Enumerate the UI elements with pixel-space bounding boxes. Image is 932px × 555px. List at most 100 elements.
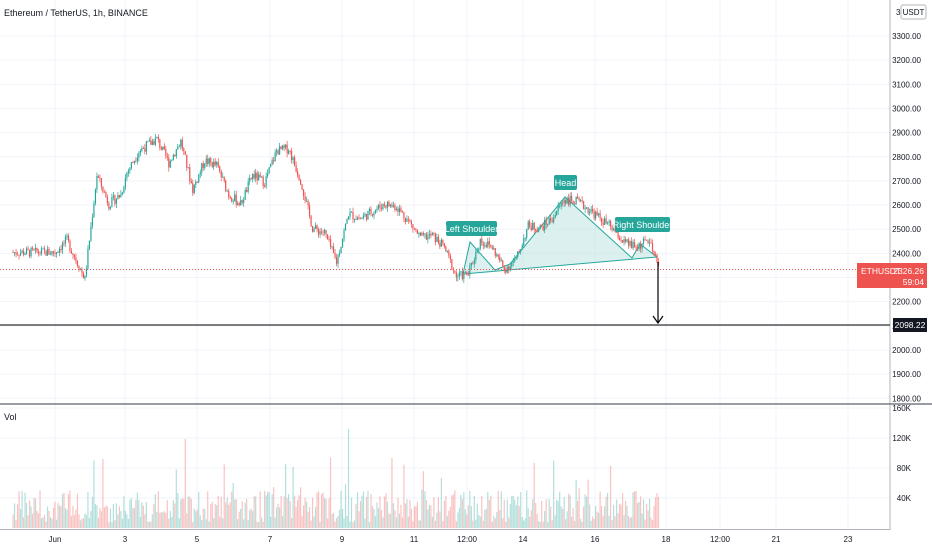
candle-body xyxy=(308,205,311,216)
volume-bar xyxy=(326,518,329,528)
candle-body xyxy=(148,140,150,142)
volume-bar xyxy=(132,507,134,528)
volume-bar xyxy=(174,503,176,528)
right-shoulder-label[interactable]: Right Shoulder xyxy=(613,217,673,232)
candle-body xyxy=(48,249,50,255)
volume-bar xyxy=(581,521,583,528)
target-price-badge[interactable]: 2098.22 xyxy=(893,318,927,332)
candle-body xyxy=(93,203,95,218)
candle-body xyxy=(219,166,221,172)
candle-body xyxy=(211,162,213,167)
volume-bar xyxy=(388,513,390,528)
candle-body xyxy=(533,222,535,230)
candle-body xyxy=(407,218,410,220)
time-axis[interactable]: Jun 3 5 7 9 11 12:00 14 16 18 12:00 21 23 xyxy=(49,535,853,544)
volume-bar xyxy=(478,514,480,528)
volume-bar xyxy=(24,492,26,528)
candle-body xyxy=(85,268,88,276)
candle-body xyxy=(449,255,451,260)
volume-bar xyxy=(344,484,347,528)
volume-bar xyxy=(135,499,137,528)
left-shoulder-label[interactable]: Left Shoulder xyxy=(445,221,499,236)
candle-body xyxy=(313,228,315,232)
volume-bar xyxy=(201,520,203,528)
volume-bar xyxy=(319,521,321,528)
volume-axis[interactable]: 160K 120K 80K 40K xyxy=(892,404,911,503)
time-tick-label: 12:00 xyxy=(710,535,731,544)
volume-bar xyxy=(545,499,547,528)
volume-bar xyxy=(304,497,306,528)
candle-body xyxy=(598,213,600,216)
price-axis-top-label: 3 xyxy=(896,8,901,17)
volume-bar xyxy=(63,493,65,528)
candle-body xyxy=(61,243,64,250)
candle-body xyxy=(265,176,267,187)
head-label[interactable]: Head xyxy=(554,175,577,190)
candle-body xyxy=(199,172,201,175)
candle-body xyxy=(433,233,435,235)
volume-bar xyxy=(580,518,582,528)
candle-body xyxy=(383,203,386,206)
candle-body xyxy=(365,213,368,220)
time-tick-label: 23 xyxy=(844,535,853,544)
candle-body xyxy=(43,248,46,251)
volume-bar xyxy=(301,516,303,528)
volume-bar xyxy=(367,490,369,528)
candle-body xyxy=(210,158,212,163)
volume-bar xyxy=(539,522,541,528)
volume-bar xyxy=(311,497,314,528)
candle-body xyxy=(596,211,598,216)
candle-body xyxy=(70,251,73,254)
candle-body xyxy=(19,252,22,256)
volume-bar xyxy=(169,510,171,528)
candle-body xyxy=(428,233,430,236)
volume-bar xyxy=(283,496,285,528)
volume-tick-label: 160K xyxy=(892,404,911,413)
candle-body xyxy=(21,250,23,253)
volume-bar xyxy=(195,511,197,528)
price-tick-label: 1800.00 xyxy=(892,394,921,403)
time-tick-label: Jun xyxy=(49,535,62,544)
price-tick-label: 2200.00 xyxy=(892,298,921,307)
candle-body xyxy=(526,228,528,238)
candle-body xyxy=(222,176,224,178)
volume-bar xyxy=(172,500,174,528)
volume-bar xyxy=(503,499,505,528)
candle-body xyxy=(178,146,180,148)
candle-body xyxy=(189,167,191,182)
candle-body xyxy=(33,249,35,251)
volume-bar xyxy=(76,493,79,528)
candle-body xyxy=(437,236,439,243)
currency-button[interactable]: USDT xyxy=(900,4,927,20)
candle-body xyxy=(427,235,429,240)
candle-body xyxy=(550,218,552,221)
volume-bar xyxy=(136,492,138,528)
candle-body xyxy=(15,252,17,255)
volume-bar xyxy=(90,511,92,528)
candle-body xyxy=(382,203,384,210)
volume-bar xyxy=(93,460,95,528)
volume-bar xyxy=(214,504,216,528)
volume-bar xyxy=(46,506,49,528)
volume-bar xyxy=(633,491,636,528)
current-price-badge[interactable]: ETHUSDT 2326.26 59:04 xyxy=(857,263,927,288)
volume-bar xyxy=(638,502,640,528)
volume-bar xyxy=(289,501,291,528)
candle-body xyxy=(78,265,80,271)
candle-body xyxy=(216,162,218,165)
volume-bar xyxy=(346,515,348,528)
volume-bar xyxy=(341,508,344,528)
volume-bar xyxy=(587,479,589,528)
volume-bar xyxy=(129,500,131,528)
candle-body xyxy=(106,196,109,204)
candle-body xyxy=(448,250,450,256)
volume-bar xyxy=(208,521,210,528)
candle-body xyxy=(286,144,288,154)
down-arrow[interactable] xyxy=(652,262,664,325)
volume-bar xyxy=(33,497,35,528)
candle-body xyxy=(94,189,97,204)
candle-body xyxy=(123,187,125,193)
volume-bar xyxy=(67,494,70,528)
